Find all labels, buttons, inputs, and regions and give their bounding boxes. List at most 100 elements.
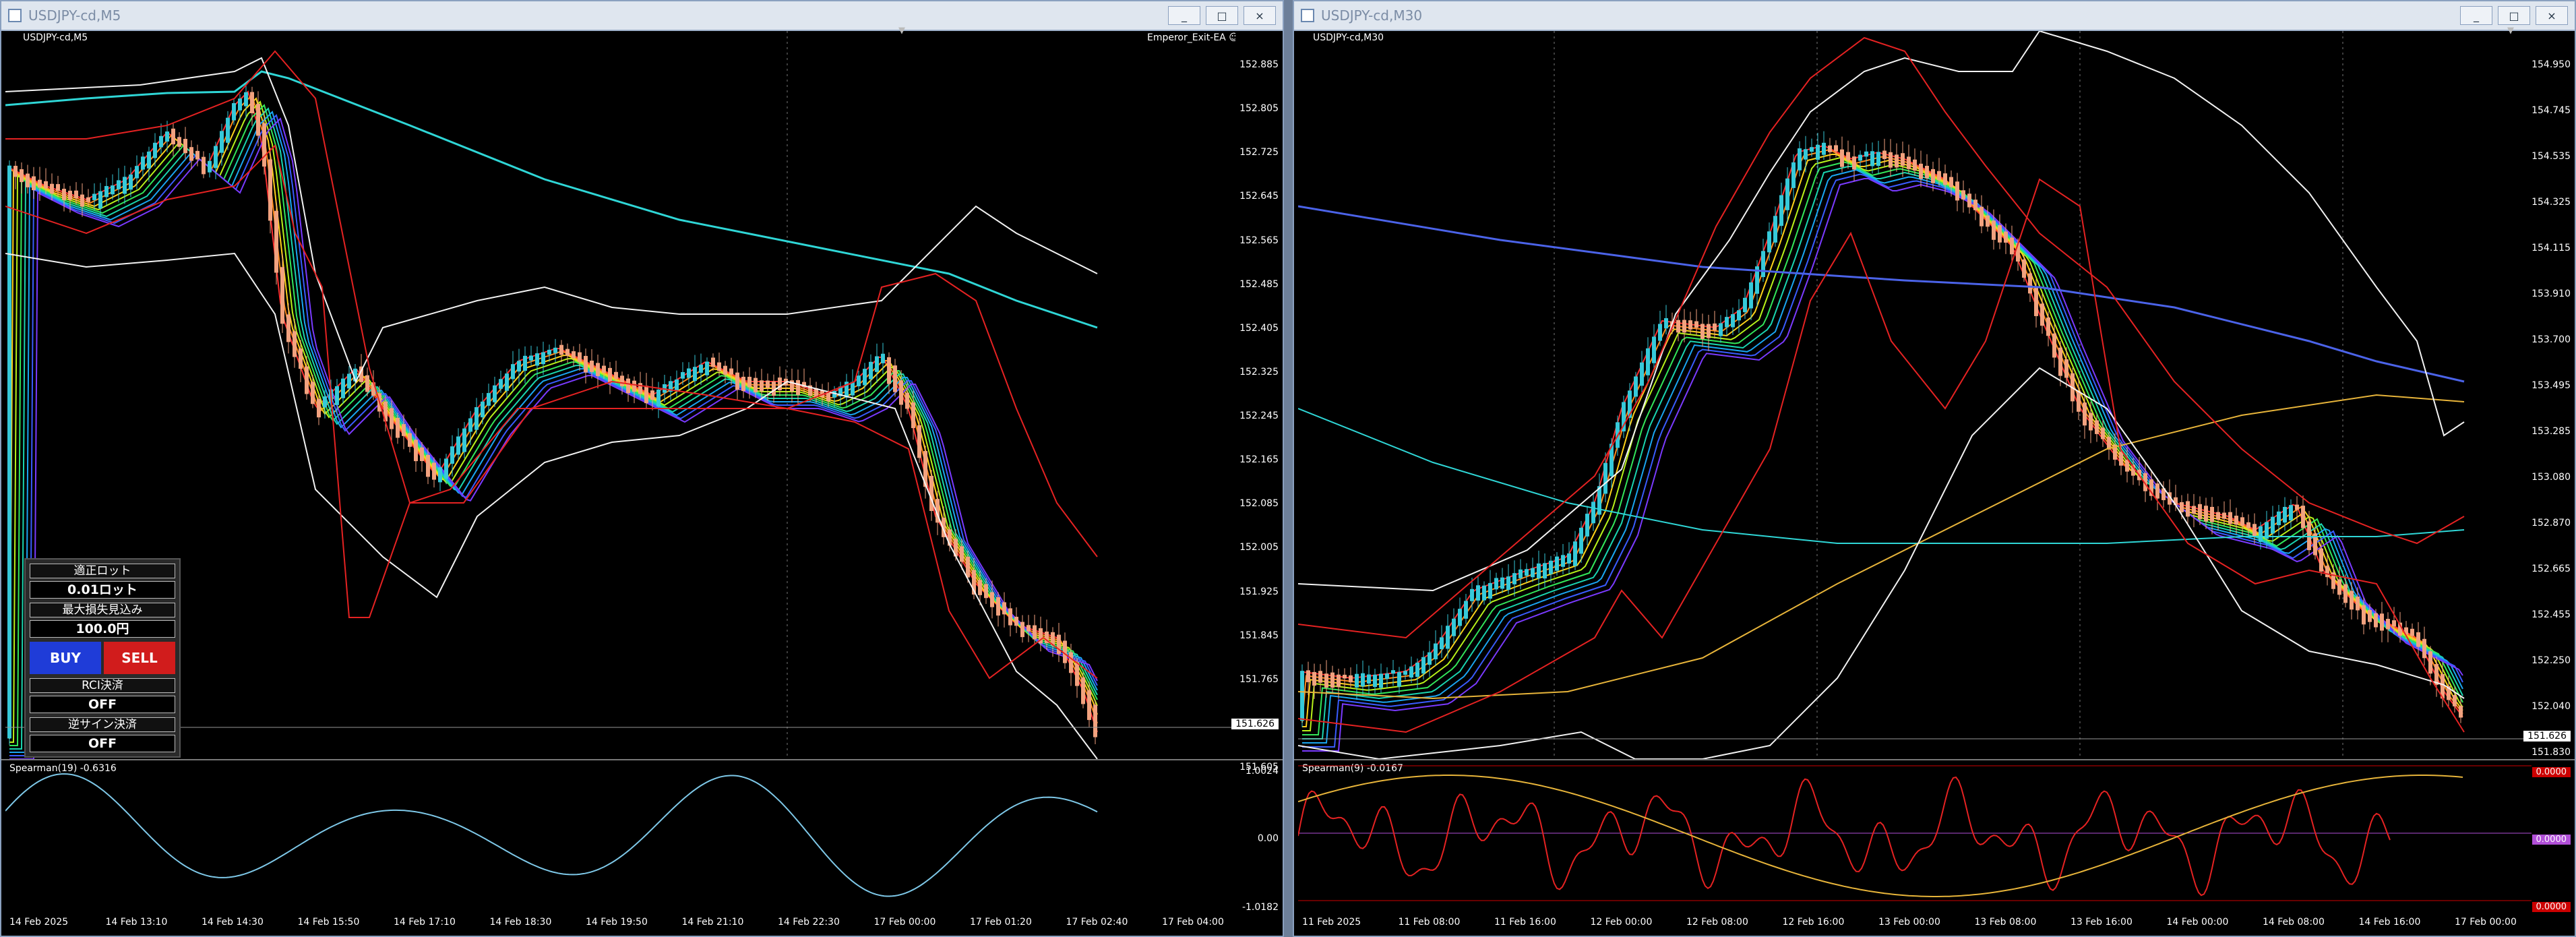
- candle: [159, 135, 163, 148]
- price-tick: 154.115: [2532, 243, 2571, 253]
- candle: [669, 381, 673, 392]
- ma-ribbon-line: [9, 114, 1098, 756]
- candle: [511, 364, 515, 380]
- candle: [2022, 259, 2026, 278]
- subwindow-divider[interactable]: [1294, 759, 2575, 760]
- candle: [1324, 673, 1328, 688]
- loss-value[interactable]: 100.0円: [30, 620, 175, 638]
- spearman-fast-line: [1298, 776, 2391, 897]
- candle: [1961, 190, 1965, 200]
- candle: [396, 417, 400, 438]
- price-tick: 152.455: [2532, 609, 2571, 620]
- candle: [832, 391, 836, 398]
- candle: [177, 137, 181, 147]
- candle: [1707, 324, 1711, 338]
- candle: [1452, 618, 1456, 636]
- price-tick: 152.085: [1239, 498, 1279, 510]
- buy-button[interactable]: BUY: [30, 642, 101, 674]
- candle: [2107, 437, 2111, 450]
- maximize-button[interactable]: □: [2498, 6, 2530, 25]
- candle: [1026, 625, 1031, 632]
- candle: [20, 169, 24, 183]
- candle: [2398, 622, 2402, 636]
- candle: [2198, 504, 2202, 520]
- candle: [559, 344, 563, 355]
- candle: [2168, 492, 2172, 505]
- time-tick: 17 Feb 02:40: [1066, 917, 1128, 928]
- candle: [274, 210, 278, 273]
- candle: [2380, 613, 2384, 631]
- price-chart[interactable]: [5, 31, 1239, 759]
- candle: [632, 380, 636, 392]
- candle: [2392, 620, 2396, 627]
- candle: [1597, 486, 1601, 515]
- candle: [735, 372, 739, 390]
- ma-ribbon-line: [1302, 173, 2463, 748]
- candle: [2174, 497, 2178, 506]
- candle: [1549, 560, 1553, 574]
- minimize-button[interactable]: _: [1168, 6, 1200, 25]
- time-tick: 14 Feb 16:00: [2358, 917, 2421, 928]
- chart-shift-icon[interactable]: ▼: [2507, 26, 2514, 36]
- lot-value[interactable]: 0.01ロット: [30, 581, 175, 599]
- candle: [2034, 287, 2038, 316]
- candle: [92, 193, 96, 200]
- candle: [608, 367, 612, 384]
- candle: [2416, 632, 2420, 647]
- rci-toggle[interactable]: OFF: [30, 696, 175, 713]
- window-titlebar[interactable]: USDJPY-cd,M5 _ □ ×: [1, 1, 1283, 31]
- candle: [1901, 153, 1905, 166]
- time-tick: 13 Feb 00:00: [1878, 917, 1940, 928]
- candle: [578, 352, 582, 362]
- time-tick: 14 Feb 15:50: [297, 917, 360, 928]
- candle: [1882, 150, 1887, 159]
- candle: [2301, 506, 2305, 528]
- candle: [2058, 347, 2062, 376]
- candle: [2265, 522, 2269, 539]
- candle: [74, 190, 78, 198]
- time-tick: 14 Feb 18:30: [489, 917, 552, 928]
- time-tick: 11 Feb 08:00: [1398, 917, 1461, 928]
- chart-window-left[interactable]: USDJPY-cd,M5 _ □ × USDJPY-cd,M5 Emperor_…: [0, 0, 1284, 937]
- candle: [2434, 664, 2439, 685]
- candle: [1494, 578, 1498, 590]
- price-chart[interactable]: [1298, 31, 2532, 759]
- candle: [202, 156, 206, 175]
- candle: [1603, 462, 1607, 494]
- reverse-toggle[interactable]: OFF: [30, 735, 175, 752]
- candle: [2259, 526, 2263, 542]
- close-button[interactable]: ×: [1244, 6, 1276, 25]
- candle: [220, 131, 224, 153]
- subwindow-divider[interactable]: [1, 759, 1283, 760]
- candle: [2083, 402, 2087, 426]
- candle: [596, 363, 600, 376]
- price-tick: 152.565: [1239, 235, 1279, 246]
- candle: [2222, 512, 2226, 519]
- sell-button[interactable]: SELL: [104, 642, 175, 674]
- price-tick: 151.605: [1239, 762, 1279, 773]
- ma-ribbon-line: [1302, 166, 2463, 739]
- time-tick: 17 Feb 01:20: [970, 917, 1032, 928]
- candle: [699, 364, 703, 373]
- osc-tick-bottom: -1.0182: [1241, 902, 1279, 913]
- candle: [347, 373, 351, 389]
- maximize-button[interactable]: □: [1206, 6, 1238, 25]
- spearman-slow-line: [1298, 775, 2463, 897]
- spearman-oscillator[interactable]: [1298, 762, 2532, 910]
- candle: [323, 396, 327, 408]
- minimize-button[interactable]: _: [2460, 6, 2492, 25]
- candle: [760, 380, 764, 392]
- level-tag-mid: 0.0000: [2532, 835, 2571, 845]
- candle: [1743, 297, 1747, 313]
- candle: [2252, 524, 2257, 537]
- spearman-oscillator[interactable]: [5, 762, 1239, 910]
- time-tick: 12 Feb 08:00: [1686, 917, 1748, 928]
- candle: [1609, 444, 1614, 477]
- chart-window-right[interactable]: USDJPY-cd,M30 _ □ × USDJPY-cd,M30 ▼ 154.…: [1293, 0, 2576, 937]
- candle: [1403, 671, 1407, 675]
- chart-shift-icon[interactable]: ▼: [898, 26, 905, 36]
- candle: [2161, 488, 2166, 500]
- close-button[interactable]: ×: [2536, 6, 2568, 25]
- candle: [341, 378, 345, 398]
- window-titlebar[interactable]: USDJPY-cd,M30 _ □ ×: [1294, 1, 2575, 31]
